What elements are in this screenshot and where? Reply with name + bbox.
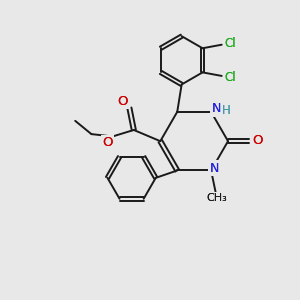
Text: Cl: Cl (224, 71, 236, 84)
Text: CH₃: CH₃ (207, 193, 227, 203)
Text: N: N (212, 102, 221, 116)
Text: H: H (222, 104, 231, 117)
Text: Cl: Cl (224, 71, 236, 84)
Text: O: O (252, 134, 263, 147)
Text: Cl: Cl (224, 37, 236, 50)
Text: N: N (212, 102, 221, 116)
Text: O: O (102, 136, 112, 149)
Text: O: O (117, 95, 127, 108)
Text: Cl: Cl (224, 37, 236, 50)
Text: H: H (222, 104, 231, 117)
Text: N: N (209, 162, 219, 175)
Text: CH₃: CH₃ (207, 193, 227, 203)
Text: N: N (209, 162, 219, 175)
Text: O: O (117, 95, 127, 108)
Text: O: O (102, 136, 112, 149)
Text: O: O (252, 134, 263, 147)
